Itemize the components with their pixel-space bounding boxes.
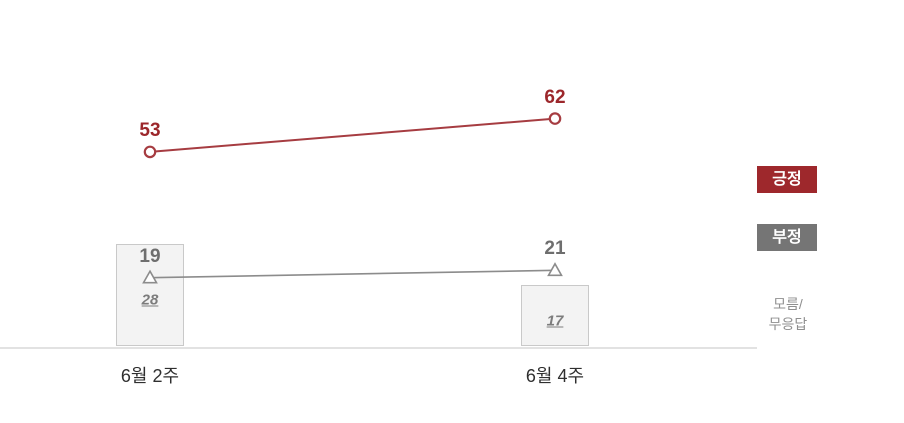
negative-value-label: 21 — [544, 238, 566, 260]
legend-negative-badge: 부정 — [757, 224, 817, 251]
triangle-marker — [142, 269, 158, 284]
unknown-value-label: 17 — [546, 312, 564, 330]
x-axis-label: 6월 4주 — [525, 366, 585, 386]
triangle-marker — [547, 262, 563, 277]
positive-trend-line — [149, 117, 556, 153]
legend-unknown-label: 모름/ 무응답 — [757, 294, 819, 335]
positive-value-label: 53 — [139, 119, 161, 141]
unknown-bar — [521, 285, 589, 346]
circle-marker — [143, 145, 157, 159]
unknown-value-label: 28 — [141, 291, 159, 309]
negative-trend-line — [149, 269, 556, 279]
legend-unknown-line2: 무응답 — [768, 316, 808, 333]
legend: 긍정 부정 모름/ 무응답 — [757, 0, 837, 423]
legend-positive-badge: 긍정 — [757, 166, 817, 193]
x-axis-label: 6월 2주 — [120, 366, 180, 386]
circle-marker — [548, 112, 562, 125]
legend-unknown-line1: 모름/ — [773, 296, 803, 312]
unknown-bar — [116, 244, 184, 346]
negative-value-label: 19 — [139, 245, 161, 267]
positive-value-label: 62 — [544, 86, 566, 108]
x-axis-line — [0, 347, 757, 349]
